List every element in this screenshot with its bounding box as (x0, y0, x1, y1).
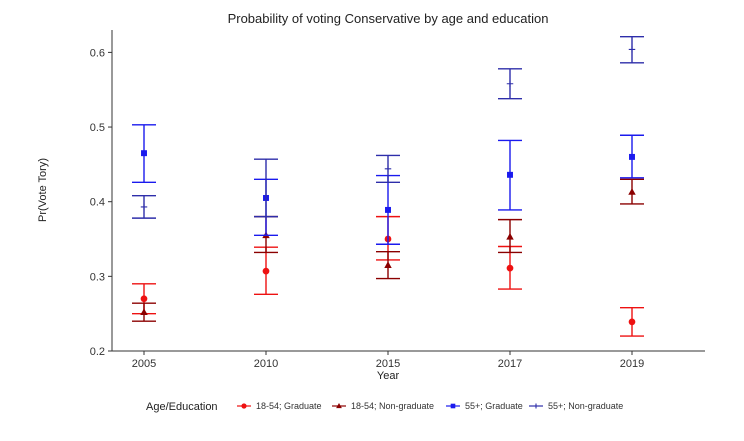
legend-label: 55+; Non-graduate (548, 401, 623, 411)
data-point (506, 232, 514, 240)
data-point (506, 80, 514, 87)
data-point (507, 171, 513, 178)
legend-key-marker (533, 403, 539, 409)
data-point (262, 213, 270, 220)
series-3 (132, 124, 644, 245)
data-point (140, 295, 148, 303)
y-tick-label: 0.2 (90, 346, 105, 358)
legend-items: 18-54; Graduate 18-54; Non-graduate 55+; G… (237, 401, 623, 411)
x-tick-label: 2017 (498, 358, 522, 370)
legend-key-marker (450, 403, 456, 409)
data-point (384, 165, 392, 173)
data-point (140, 308, 148, 315)
legend-key-marker (241, 403, 247, 409)
data-point (628, 318, 636, 326)
legend-item: 18-54; Graduate (237, 401, 322, 411)
y-axis-ticks: 0.2 0.3 0.4 0.5 0.6 (90, 47, 112, 358)
legend-item: 18-54; Non-graduate (332, 401, 434, 411)
x-axis-ticks: 2005 2010 2015 2017 2019 (132, 351, 644, 370)
x-tick-label: 2015 (376, 358, 400, 370)
y-tick-label: 0.6 (90, 47, 105, 59)
y-tick-label: 0.3 (90, 271, 105, 283)
legend: Age/Education 18-54; Graduate 18-54; Non-… (146, 401, 623, 413)
chart-title: Probability of voting Conservative by ag… (228, 11, 549, 26)
series-4 (132, 36, 644, 220)
y-tick-label: 0.4 (90, 197, 105, 209)
legend-key-marker (336, 403, 342, 409)
data-point (506, 264, 514, 272)
data-point (628, 188, 636, 195)
legend-label: 55+; Graduate (465, 401, 523, 411)
x-axis-label: Year (377, 370, 400, 382)
plot-area (132, 36, 644, 337)
legend-item: 55+; Graduate (446, 401, 523, 411)
legend-label: 18-54; Non-graduate (351, 401, 434, 411)
x-tick-label: 2019 (620, 358, 644, 370)
data-point (628, 46, 636, 53)
data-point (385, 206, 391, 213)
legend-title: Age/Education (146, 401, 218, 413)
data-point (262, 267, 270, 275)
y-axis-label: Pr(Vote Tory) (37, 158, 49, 222)
x-tick-label: 2005 (132, 358, 156, 370)
legend-label: 18-54; Graduate (256, 401, 322, 411)
legend-item: 55+; Non-graduate (529, 401, 623, 411)
y-tick-label: 0.5 (90, 122, 105, 134)
data-point (140, 203, 148, 211)
data-point (384, 261, 392, 268)
data-point (141, 150, 147, 157)
x-tick-label: 2010 (254, 358, 278, 370)
data-point (629, 153, 635, 160)
